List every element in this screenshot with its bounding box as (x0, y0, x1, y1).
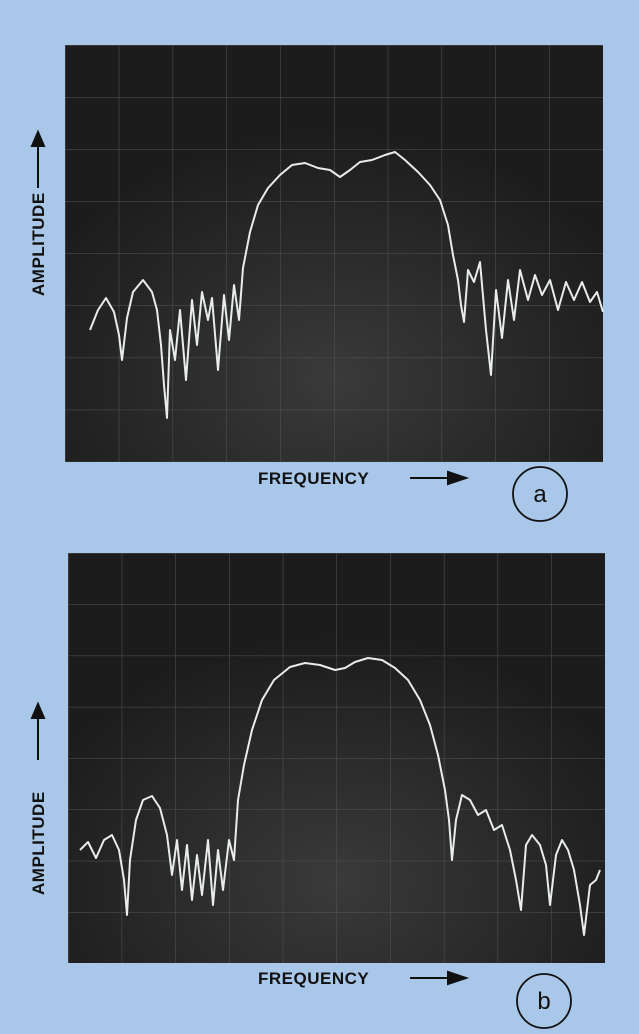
arrow (30, 701, 46, 760)
scope-grid (68, 553, 605, 963)
trace (79, 657, 601, 936)
panel-a: AMPLITUDE FREQUENCY a (29, 45, 604, 522)
y-axis-label: AMPLITUDE (29, 129, 48, 296)
panel-tag: b (537, 988, 550, 1015)
arrow (410, 470, 470, 486)
tag-circle (512, 466, 568, 522)
arrow (30, 129, 46, 188)
x-label: FREQUENCY (258, 469, 369, 488)
arrow (410, 970, 470, 986)
tag-circle (516, 973, 572, 1029)
y-label: AMPLITUDE (29, 791, 48, 895)
y-label: AMPLITUDE (29, 192, 48, 296)
trace (89, 151, 604, 419)
x-label: FREQUENCY (258, 969, 369, 988)
y-axis-label: AMPLITUDE (29, 701, 48, 895)
panel-tag: a (533, 481, 547, 508)
panel-b: AMPLITUDE FREQUENCY b (29, 553, 605, 1029)
scope-grid (65, 45, 603, 462)
